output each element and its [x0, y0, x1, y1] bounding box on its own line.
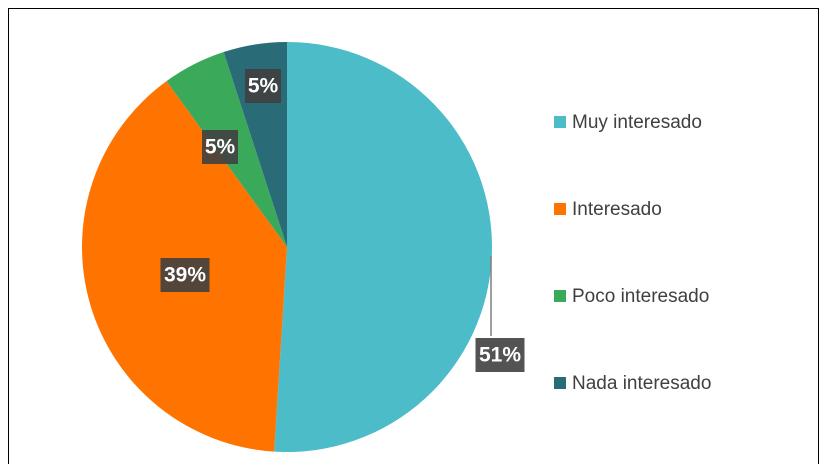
legend-label: Poco interesado: [572, 286, 709, 307]
label-box: [160, 258, 210, 292]
data-label: 51%: [479, 344, 521, 367]
legend-label: Interesado: [572, 199, 662, 220]
legend-swatch: [554, 377, 566, 389]
legend-label: Muy interesado: [572, 112, 702, 133]
data-label: 5%: [205, 136, 236, 159]
data-label: 5%: [248, 75, 279, 98]
legend-swatch: [554, 290, 566, 302]
label-box: [202, 130, 238, 164]
label-box: [475, 338, 525, 372]
pie-slice: [274, 42, 492, 452]
legend-swatch: [554, 203, 566, 215]
legend-swatch: [554, 116, 566, 128]
data-label: 39%: [164, 264, 206, 287]
legend-label: Nada interesado: [572, 373, 711, 394]
label-box: [245, 69, 281, 103]
